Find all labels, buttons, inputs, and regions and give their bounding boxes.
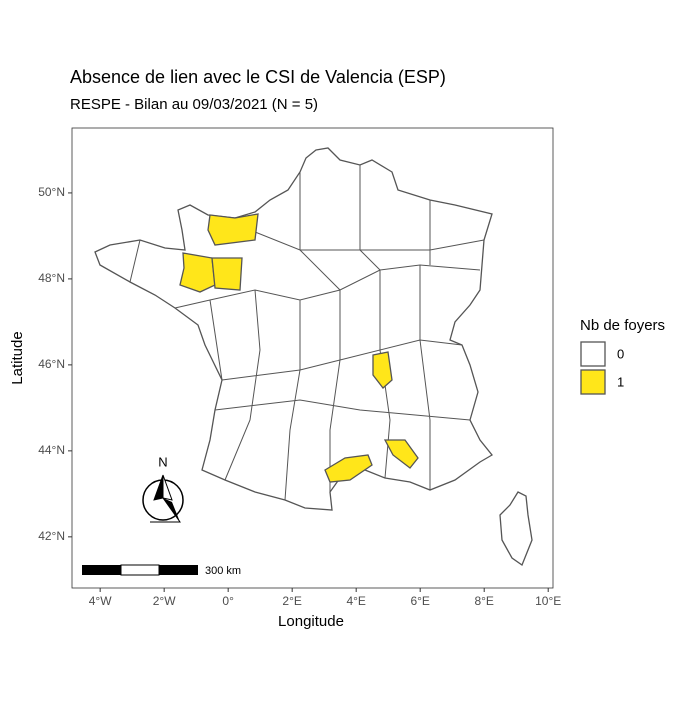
y-tick-label: 42°N	[38, 529, 65, 543]
y-tick-label: 48°N	[38, 271, 65, 285]
legend-key	[580, 369, 606, 395]
x-axis-label: Longitude	[278, 613, 344, 630]
legend-title: Nb de foyers	[580, 317, 665, 334]
x-tick-label: 8°E	[474, 594, 493, 608]
scale-bar: 300 km	[82, 564, 241, 577]
x-tick-label: 6°E	[410, 594, 429, 608]
corsica	[499, 491, 533, 567]
scale-segment	[82, 565, 121, 575]
compass-arrow	[153, 474, 164, 501]
legend-label: 0	[617, 346, 624, 361]
france-outline	[94, 147, 493, 511]
y-tick-label: 46°N	[38, 357, 65, 371]
chart-title: Absence de lien avec le CSI de Valencia …	[70, 67, 446, 87]
scale-segment	[120, 564, 160, 576]
x-tick-label: 2°E	[282, 594, 301, 608]
area-value-1	[207, 213, 259, 246]
area-value-1	[372, 351, 393, 389]
area-value-1	[324, 454, 373, 483]
north-label: N	[158, 454, 167, 469]
y-tick-label: 50°N	[38, 185, 65, 199]
x-tick-label: 2°W	[153, 594, 176, 608]
area-value-1	[179, 252, 216, 293]
chart-subtitle: RESPE - Bilan au 09/03/2021 (N = 5)	[70, 96, 318, 113]
compass-arrow	[163, 498, 180, 522]
x-tick-label: 4°E	[346, 594, 365, 608]
y-axis-label: Latitude	[9, 331, 26, 384]
scale-segment	[159, 565, 198, 575]
area-value-1	[211, 257, 243, 291]
legend-label: 1	[617, 374, 624, 389]
department-borders	[129, 165, 485, 501]
legend-key	[580, 341, 606, 367]
x-tick-label: 10°E	[535, 594, 561, 608]
highlighted-areas	[179, 213, 419, 483]
x-tick-label: 4°W	[89, 594, 112, 608]
area-value-1	[383, 439, 419, 469]
north-arrow: N	[142, 454, 184, 523]
x-tick-label: 0°	[222, 594, 234, 608]
map	[94, 147, 533, 567]
y-tick-label: 44°N	[38, 443, 65, 457]
compass-arrow	[162, 474, 173, 501]
scale-label: 300 km	[205, 565, 241, 577]
panel	[71, 127, 554, 589]
